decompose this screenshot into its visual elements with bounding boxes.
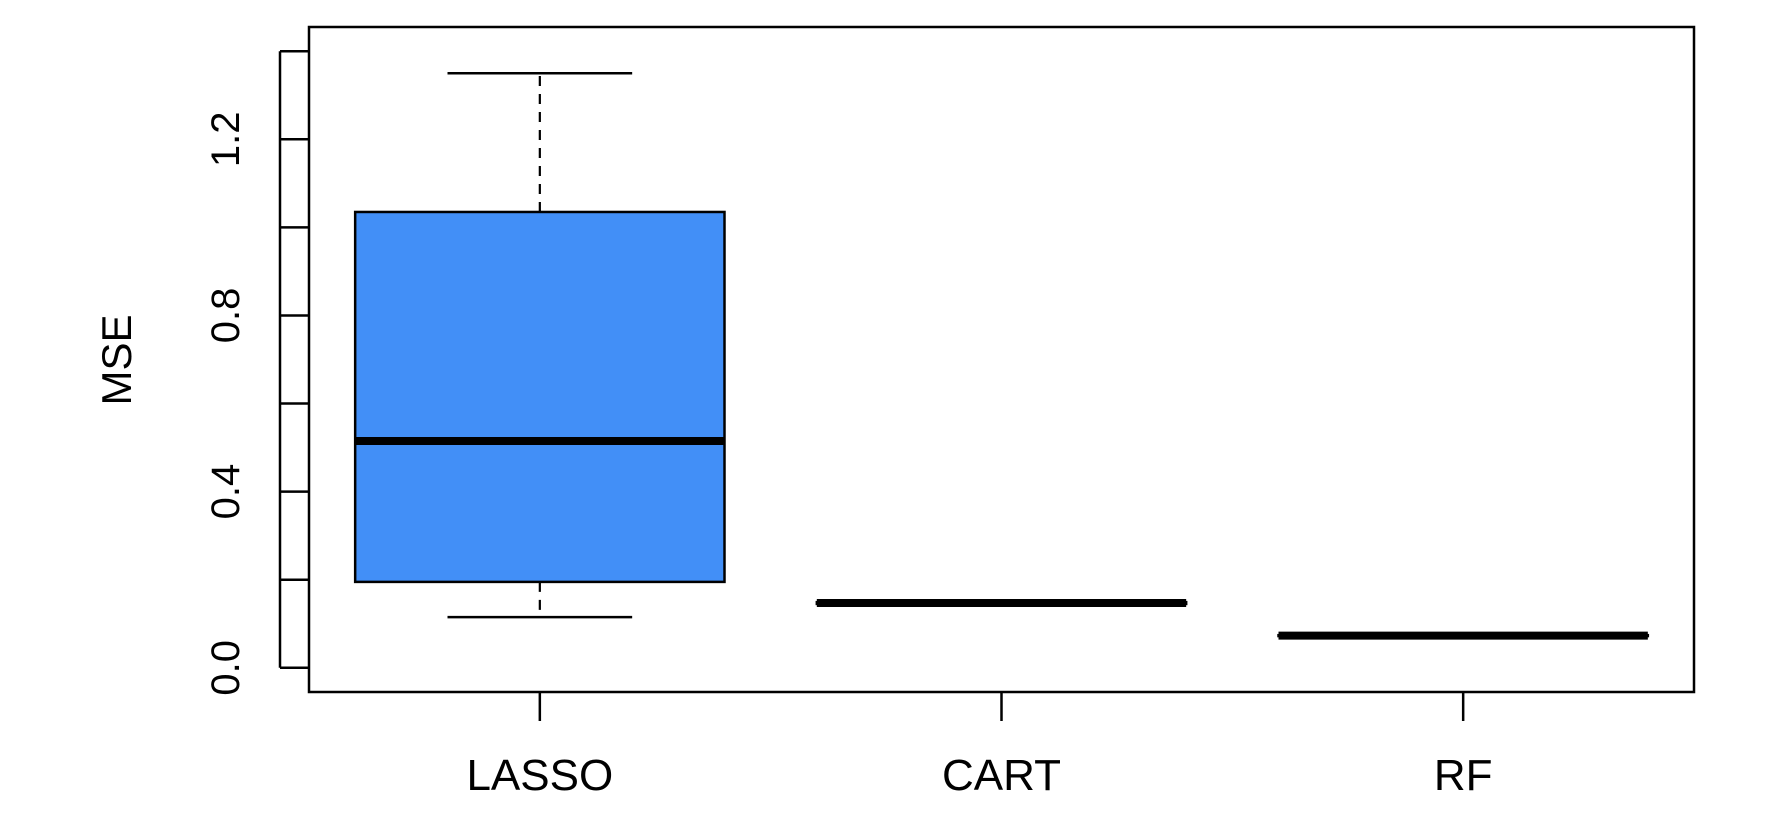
y-axis-label: MSE [93,314,140,405]
y-axis: 0.0 0.4 0.8 1.2 [204,49,308,696]
box-rf [1277,631,1650,640]
box-lasso [353,71,726,619]
box-cart [815,599,1188,608]
x-tick-label: CART [942,751,1061,800]
x-tick-label: LASSO [466,751,613,800]
y-tick-label: 1.2 [204,111,248,167]
y-tick-label: 0.8 [204,288,248,344]
boxes-layer [353,71,1650,640]
iqr-box [353,210,726,584]
y-tick-label: 0.0 [204,640,248,696]
x-tick-label: RF [1434,751,1493,800]
x-axis: LASSO CART RF [466,692,1492,800]
y-tick-label: 0.4 [204,464,248,520]
